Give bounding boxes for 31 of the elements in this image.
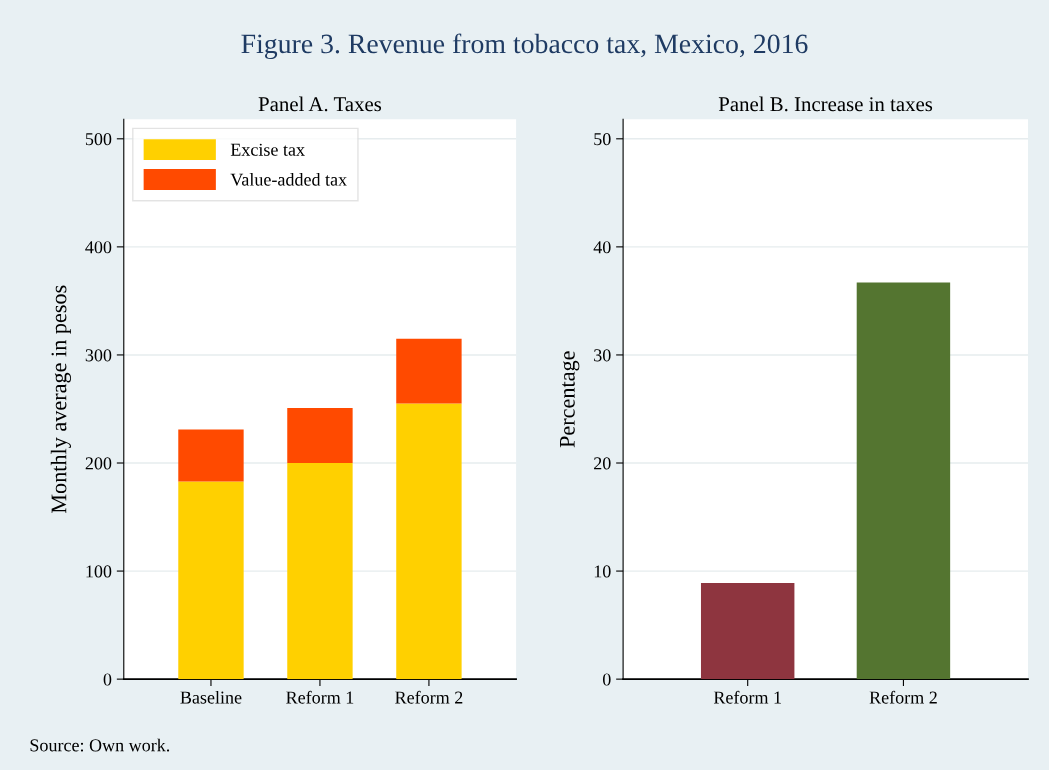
- bar: [396, 338, 462, 404]
- y-tick-label: 400: [85, 241, 112, 254]
- x-tick-label: Reform 2: [395, 690, 463, 704]
- y-axis-title: Monthly average in pesos: [50, 285, 71, 514]
- bar: [287, 463, 353, 680]
- chart-title: Panel B. Increase in taxes: [718, 96, 933, 112]
- x-tick-label: Reform 2: [869, 690, 937, 704]
- x-tick-label: Baseline: [180, 690, 242, 704]
- y-tick-label: 0: [103, 673, 112, 686]
- y-tick-label: 50: [594, 133, 611, 146]
- chart-title: Panel A. Taxes: [258, 96, 382, 112]
- y-tick-label: 100: [86, 565, 112, 578]
- source-note: Source: Own work.: [30, 738, 170, 752]
- y-axis-title: Percentage: [560, 351, 580, 448]
- y-tick-label: 300: [85, 349, 112, 362]
- bar: [287, 407, 353, 463]
- y-tick-label: 40: [593, 241, 611, 254]
- x-tick-label: Reform 1: [286, 690, 354, 704]
- legend-label: Excise tax: [230, 143, 305, 156]
- y-tick-label: 200: [85, 457, 112, 470]
- legend-label: Value-added tax: [230, 172, 347, 186]
- y-tick-label: 30: [594, 349, 611, 362]
- bar: [178, 429, 244, 482]
- y-tick-label: 20: [594, 457, 611, 470]
- bar: [396, 403, 462, 680]
- bar: [178, 481, 244, 680]
- y-tick-label: 0: [602, 673, 611, 686]
- y-tick-label: 500: [85, 133, 112, 146]
- caption: Figure 3. Revenue from tobacco tax, Mexico, 2016: [241, 33, 808, 59]
- x-tick-label: Reform 1: [713, 690, 781, 704]
- y-tick-label: 10: [594, 565, 611, 578]
